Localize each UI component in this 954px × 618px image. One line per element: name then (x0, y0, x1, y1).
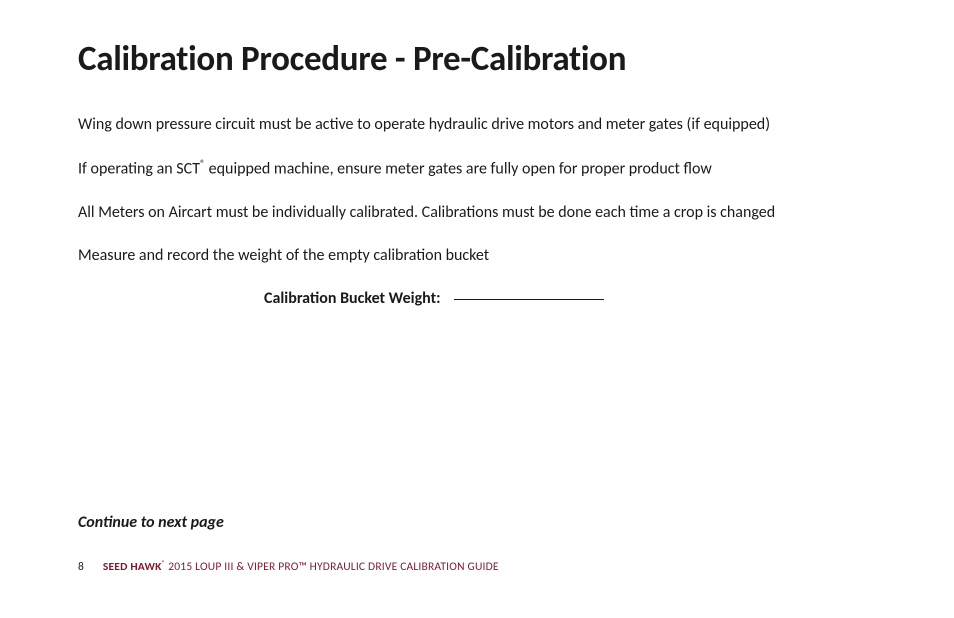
continue-to-next-page: Continue to next page (78, 513, 224, 532)
page-footer: 8 SEED HAWK® 2015 LOUP III & VIPER PRO™ … (78, 558, 499, 574)
paragraph-4: Measure and record the weight of the emp… (78, 245, 876, 267)
calibration-bucket-weight-row: Calibration Bucket Weight: (78, 289, 876, 308)
paragraph-2-pre: If operating an SCT (78, 159, 200, 178)
paragraph-2: If operating an SCT® equipped machine, e… (78, 158, 876, 180)
footer-title: 2015 LOUP III & VIPER PRO™ HYDRAULIC DRI… (165, 560, 498, 574)
paragraph-3: All Meters on Aircart must be individual… (78, 202, 876, 224)
page-title: Calibration Procedure - Pre-Calibration (78, 38, 876, 80)
document-page: Calibration Procedure - Pre-Calibration … (0, 0, 954, 618)
footer-brand: SEED HAWK (103, 560, 162, 574)
paragraph-2-post: equipped machine, ensure meter gates are… (205, 159, 712, 178)
calibration-bucket-weight-label: Calibration Bucket Weight: (264, 289, 441, 308)
paragraph-1: Wing down pressure circuit must be activ… (78, 114, 876, 136)
calibration-bucket-weight-blank[interactable] (454, 299, 604, 300)
page-number: 8 (78, 560, 84, 574)
